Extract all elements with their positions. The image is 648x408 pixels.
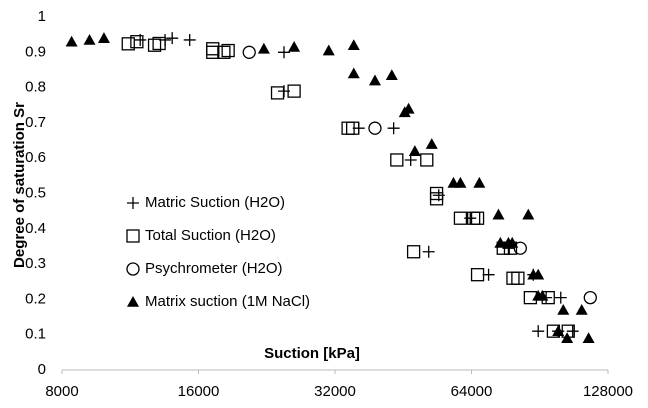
x-tick-label: 16000 [178, 383, 220, 400]
point [130, 35, 144, 49]
x-tick-label: 32000 [314, 383, 356, 400]
point [166, 32, 179, 45]
point [341, 121, 355, 135]
point [494, 236, 507, 248]
point [506, 236, 519, 248]
point [532, 325, 545, 338]
point [368, 74, 381, 86]
point [287, 84, 301, 98]
point [522, 208, 535, 220]
y-tick-label: 0.6 [25, 149, 46, 166]
point [278, 46, 291, 59]
point [288, 41, 301, 52]
y-axis-title: Degree of saturation Sr [11, 102, 28, 268]
point [390, 153, 404, 167]
y-tick-label: 0.2 [25, 290, 46, 307]
y-tick-label: 0.3 [25, 255, 46, 272]
point [385, 69, 398, 81]
x-tick-label: 128000 [583, 383, 633, 400]
point [422, 245, 435, 258]
point [566, 325, 579, 338]
point [404, 153, 417, 166]
point [183, 33, 196, 46]
point [473, 176, 486, 188]
point [536, 289, 549, 301]
legend-label: Psychrometer (H2O) [145, 260, 283, 277]
point [147, 38, 162, 52]
point [470, 268, 485, 282]
point [429, 192, 444, 206]
point [402, 102, 415, 114]
point [257, 42, 270, 54]
y-tick-label: 0.4 [25, 220, 46, 237]
legend-marker [127, 296, 139, 307]
point [482, 268, 495, 281]
point [97, 32, 110, 43]
point [425, 138, 438, 149]
point [347, 39, 360, 51]
point [575, 303, 588, 315]
y-tick-label: 0.1 [25, 326, 46, 343]
point [511, 271, 525, 285]
legend-label: Matric Suction (H2O) [145, 194, 285, 211]
point [554, 291, 567, 304]
legend-marker [126, 229, 140, 243]
point [513, 241, 527, 255]
point [347, 67, 360, 79]
x-tick-label: 8000 [45, 383, 78, 400]
y-tick-label: 0.7 [25, 114, 46, 131]
point [270, 86, 285, 100]
point [582, 332, 595, 344]
point [152, 36, 166, 51]
y-tick-label: 0.5 [25, 184, 46, 201]
point [121, 37, 135, 51]
point [206, 45, 220, 59]
y-tick-label: 0.9 [25, 43, 46, 60]
point [532, 268, 545, 280]
point [583, 290, 597, 305]
point [506, 271, 520, 285]
point [387, 122, 400, 135]
point [454, 176, 467, 188]
point [492, 208, 505, 220]
point [83, 33, 96, 45]
point [345, 121, 360, 135]
point [408, 145, 421, 156]
point [453, 211, 468, 225]
point [368, 121, 382, 135]
point [406, 245, 421, 259]
point [322, 44, 335, 56]
legend-label: Matrix suction (1M NaCl) [145, 293, 310, 310]
y-tick-label: 0.8 [25, 79, 46, 96]
point [429, 186, 444, 201]
point [242, 45, 256, 59]
legend-label: Total Suction (H2O) [145, 227, 276, 244]
point [561, 332, 574, 344]
point [557, 303, 570, 315]
point [552, 325, 565, 336]
point [420, 153, 434, 167]
point [65, 35, 78, 47]
point [470, 211, 485, 225]
point [221, 43, 235, 58]
legend-marker [126, 262, 140, 276]
point [217, 45, 231, 59]
point [206, 42, 220, 56]
x-tick-label: 64000 [451, 383, 493, 400]
legend-marker [127, 197, 139, 209]
y-tick-label: 1 [38, 8, 46, 25]
y-tick-label: 0 [38, 361, 46, 378]
x-axis-title: Suction [kPa] [264, 345, 360, 362]
